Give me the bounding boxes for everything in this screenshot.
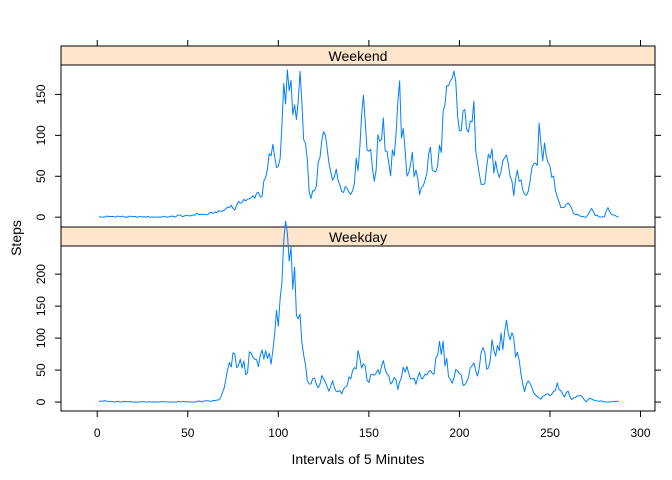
strip-label-weekday: Weekday (329, 229, 387, 245)
y-tick-label-weekday: 150 (34, 296, 48, 316)
x-tick-label: 300 (630, 426, 650, 440)
x-tick-label: 150 (359, 426, 379, 440)
y-tick-label-weekday: 100 (34, 328, 48, 348)
y-tick-label-weekday: 0 (34, 398, 48, 405)
panel-border-weekday (60, 245, 656, 412)
x-tick-label: 0 (94, 426, 101, 440)
y-tick-label-weekend: 100 (34, 125, 48, 145)
series-lines (98, 69, 619, 403)
y-axis-title: Steps (8, 220, 24, 256)
x-tick-label: 200 (449, 426, 469, 440)
panel-border-weekend (60, 64, 656, 228)
y-tick-label-weekday: 200 (34, 264, 48, 284)
x-axis-title: Intervals of 5 Minutes (291, 451, 424, 467)
strip-label-weekend: Weekend (329, 48, 388, 64)
series-line-weekend (98, 69, 619, 218)
y-tick-label-weekend: 150 (34, 84, 48, 104)
y-tick-label-weekday: 50 (34, 363, 48, 377)
panel-frames: Weekend Weekday (60, 45, 656, 412)
series-line-weekday (98, 220, 619, 403)
y-tick-label-weekend: 50 (34, 169, 48, 183)
axes: 0 50 100 150 0 50 100 150 200 0 50 100 150 200 250 300 (34, 40, 661, 440)
y-tick-label-weekend: 0 (34, 214, 48, 221)
x-tick-label: 100 (268, 426, 288, 440)
x-tick-label: 50 (181, 426, 195, 440)
x-tick-label: 250 (540, 426, 560, 440)
